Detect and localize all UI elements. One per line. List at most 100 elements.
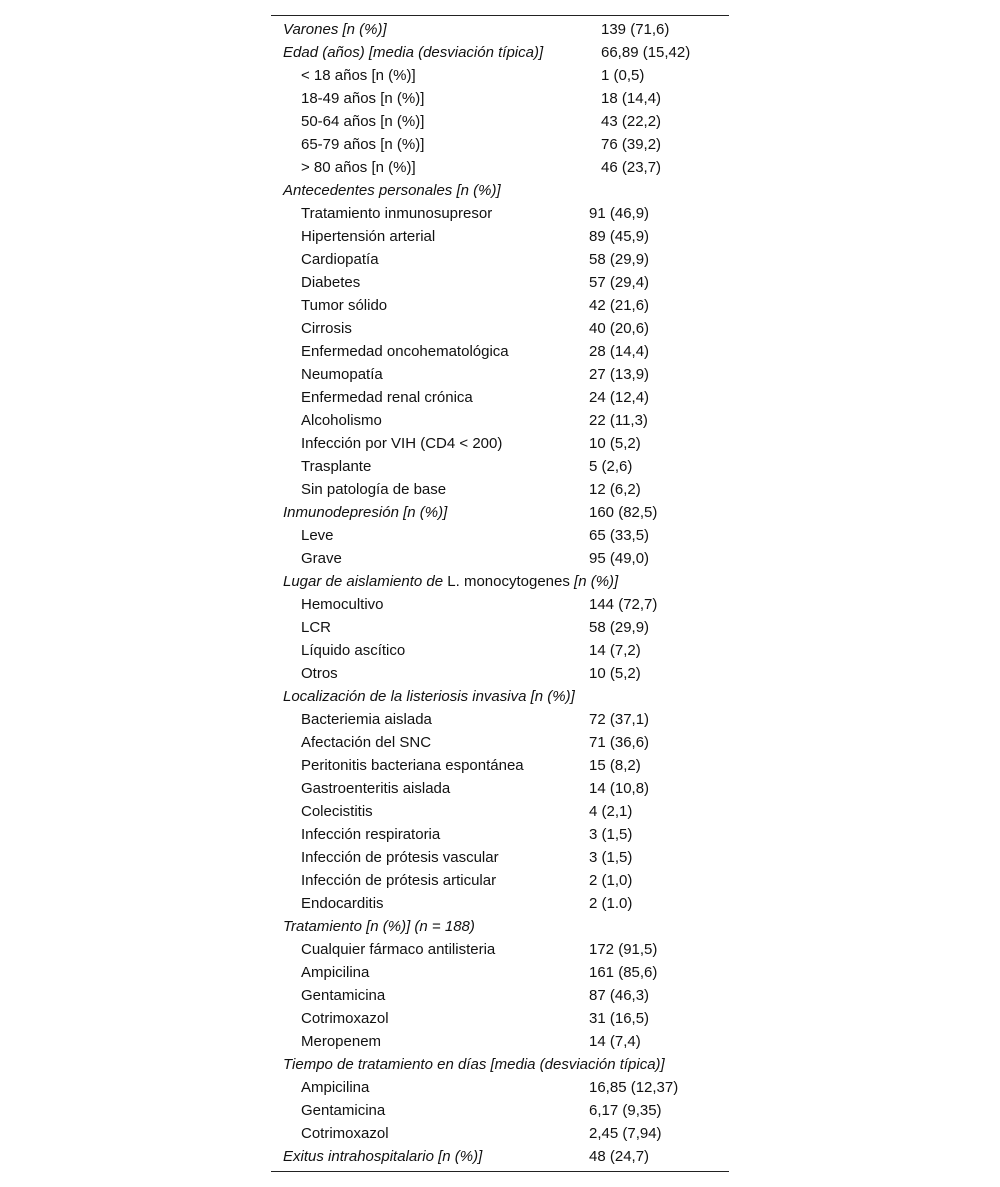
table-section-row: Inmunodepresión [n (%)] 160 (82,5) [271, 501, 729, 524]
row-value: 65 (33,5) [589, 527, 650, 544]
row-label-text: Enfermedad oncohematológica [301, 343, 509, 360]
row-value: 14 (7,2) [589, 642, 641, 659]
row-label: Leve [301, 524, 334, 547]
row-value: 89 (45,9) [589, 228, 650, 245]
row-label-text: Otros [301, 665, 338, 682]
row-value: 15 (8,2) [589, 757, 641, 774]
row-label: Cirrosis [301, 317, 352, 340]
row-label-text: Varones [n (%)] [283, 21, 387, 38]
row-value: 2 (1,0) [589, 872, 633, 889]
row-value: 58 (29,9) [589, 619, 650, 636]
row-label-text: Leve [301, 527, 334, 544]
row-value: 14 (7,4) [589, 1033, 641, 1050]
table-row: Enfermedad oncohematológica 28 (14,4) [271, 340, 729, 363]
row-value: 4 (2,1) [589, 803, 633, 820]
table-row: Cardiopatía 58 (29,9) [271, 248, 729, 271]
table-row: 50-64 años [n (%)] 43 (22,2) [271, 110, 729, 133]
row-label: Tiempo de tratamiento en días [media (de… [283, 1053, 665, 1076]
row-label-text: Grave [301, 550, 342, 567]
table-row: Hemocultivo 144 (72,7) [271, 593, 729, 616]
table-row: Sin patología de base 12 (6,2) [271, 478, 729, 501]
table-row: Bacteriemia aislada 72 (37,1) [271, 708, 729, 731]
row-label: Hipertensión arterial [301, 225, 435, 248]
row-value: 91 (46,9) [589, 205, 650, 222]
row-label-text: Trasplante [301, 458, 372, 475]
row-value: 14 (10,8) [589, 780, 650, 797]
row-label: Alcoholismo [301, 409, 382, 432]
table-section-row: Antecedentes personales [n (%)] [271, 179, 729, 202]
row-value: 72 (37,1) [589, 711, 650, 728]
row-label-text: Lugar de aislamiento de [283, 573, 448, 590]
row-label-suffix: [n (%)] [569, 573, 619, 590]
row-label-text: Tratamiento [n (%)] (n = 188) [283, 918, 475, 935]
row-label: Diabetes [301, 271, 360, 294]
table-section-row: Tratamiento [n (%)] (n = 188) [271, 915, 729, 938]
table-row: Alcoholismo 22 (11,3) [271, 409, 729, 432]
row-label-text: Hipertensión arterial [301, 228, 436, 245]
row-label-text: 65-79 años [n (%)] [301, 136, 425, 153]
row-value: 16,85 (12,37) [589, 1079, 679, 1096]
table-row: Neumopatía 27 (13,9) [271, 363, 729, 386]
table-row: Enfermedad renal crónica 24 (12,4) [271, 386, 729, 409]
table-row: Tumor sólido 42 (21,6) [271, 294, 729, 317]
row-label: Sin patología de base [301, 478, 446, 501]
row-label-text: Antecedentes personales [n (%)] [283, 182, 501, 199]
row-label-text: Colecistitis [301, 803, 373, 820]
row-value: 12 (6,2) [589, 481, 641, 498]
row-label-text: Inmunodepresión [n (%)] [283, 504, 448, 521]
row-label-text: Infección respiratoria [301, 826, 441, 843]
row-label-text: Cirrosis [301, 320, 352, 337]
row-label: Infección por VIH (CD4 < 200) [301, 432, 502, 455]
table-row: Peritonitis bacteriana espontánea 15 (8,2… [271, 754, 729, 777]
row-value: 160 (82,5) [589, 504, 658, 521]
row-label: Infección de prótesis vascular [301, 846, 499, 869]
row-label: Tumor sólido [301, 294, 387, 317]
row-label-text: LCR [301, 619, 332, 636]
row-label-text: Edad (años) [media (desviación típica)] [283, 44, 544, 61]
table-row: LCR 58 (29,9) [271, 616, 729, 639]
table-row: 18-49 años [n (%)] 18 (14,4) [271, 87, 729, 110]
row-value: 139 (71,6) [601, 21, 670, 38]
row-value: 76 (39,2) [601, 136, 662, 153]
table-section-row: Lugar de aislamiento de L. monocytogenes… [271, 570, 729, 593]
row-label-text: Diabetes [301, 274, 361, 291]
row-value: 2,45 (7,94) [589, 1125, 662, 1142]
row-label-text: Alcoholismo [301, 412, 382, 429]
row-label-text: Enfermedad renal crónica [301, 389, 473, 406]
table-row: Tratamiento inmunosupresor 91 (46,9) [271, 202, 729, 225]
row-value: 43 (22,2) [601, 113, 662, 130]
row-value: 40 (20,6) [589, 320, 650, 337]
table-section-row: Tiempo de tratamiento en días [media (de… [271, 1053, 729, 1076]
row-value: 31 (16,5) [589, 1010, 650, 1027]
row-value: 27 (13,9) [589, 366, 650, 383]
table-row: Meropenem 14 (7,4) [271, 1030, 729, 1053]
row-value: 18 (14,4) [601, 90, 662, 107]
row-label: Neumopatía [301, 363, 383, 386]
row-label-text: Infección por VIH (CD4 < 200) [301, 435, 503, 452]
row-label: Enfermedad renal crónica [301, 386, 473, 409]
table-row: Endocarditis 2 (1.0) [271, 892, 729, 915]
row-label-text: Bacteriemia aislada [301, 711, 432, 728]
table-row: Infección de prótesis articular 2 (1,0) [271, 869, 729, 892]
row-label: Gastroenteritis aislada [301, 777, 450, 800]
table-row: > 80 años [n (%)] 46 (23,7) [271, 156, 729, 179]
row-label: Varones [n (%)] [283, 18, 387, 41]
row-label: Tratamiento [n (%)] (n = 188) [283, 915, 475, 938]
row-value: 3 (1,5) [589, 849, 633, 866]
row-label-text: < 18 años [n (%)] [301, 67, 416, 84]
row-label-text: Neumopatía [301, 366, 383, 383]
row-value: 6,17 (9,35) [589, 1102, 662, 1119]
table-row: Cualquier fármaco antilisteria 172 (91,5) [271, 938, 729, 961]
table-row: Gentamicina 87 (46,3) [271, 984, 729, 1007]
row-label: Afectación del SNC [301, 731, 431, 754]
row-label: Localización de la listeriosis invasiva … [283, 685, 575, 708]
row-label: Otros [301, 662, 338, 685]
table-row: Afectación del SNC 71 (36,6) [271, 731, 729, 754]
row-label: Endocarditis [301, 892, 384, 915]
row-label: < 18 años [n (%)] [301, 64, 416, 87]
row-value: 2 (1.0) [589, 895, 633, 912]
table-row: 65-79 años [n (%)] 76 (39,2) [271, 133, 729, 156]
table-row: Infección de prótesis vascular 3 (1,5) [271, 846, 729, 869]
row-label-text: > 80 años [n (%)] [301, 159, 416, 176]
table-row: Gastroenteritis aislada 14 (10,8) [271, 777, 729, 800]
